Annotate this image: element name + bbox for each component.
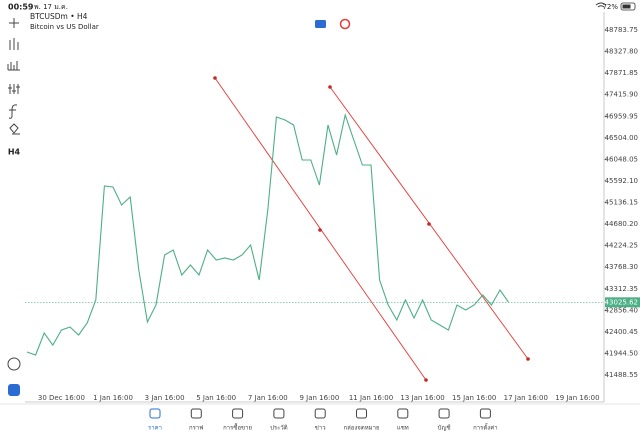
- y-tick-label: 47415.90: [605, 91, 638, 99]
- current-price-box: [605, 297, 640, 308]
- tab-icon: [438, 408, 450, 419]
- y-tick-label: 42856.40: [605, 306, 638, 314]
- tab[interactable]: ข่าว: [314, 408, 326, 432]
- chart-type-tool[interactable]: [9, 38, 19, 50]
- tab-icon: [273, 408, 285, 419]
- x-tick-label: 3 Jan 16:00: [145, 394, 185, 402]
- x-tick-label: 5 Jan 16:00: [196, 394, 236, 402]
- tab-icon: [479, 408, 491, 419]
- x-tick-label: 9 Jan 16:00: [299, 394, 339, 402]
- trend-point[interactable]: [328, 85, 332, 89]
- y-tick-label: 44224.25: [605, 242, 638, 250]
- current-price-label: 43025.62: [605, 298, 638, 306]
- y-tick-label: 42400.45: [605, 328, 638, 336]
- symbol-subtitle: Bitcoin vs US Dollar: [30, 23, 99, 31]
- y-tick-label: 45592.10: [605, 177, 638, 185]
- y-tick-label: 43312.35: [605, 285, 638, 293]
- y-tick-label: 44680.20: [605, 220, 638, 228]
- trend-point[interactable]: [213, 76, 217, 80]
- price-line: [26, 112, 510, 356]
- trend-point[interactable]: [318, 228, 322, 232]
- trend-point[interactable]: [427, 222, 431, 226]
- trend-point[interactable]: [424, 378, 428, 382]
- tab[interactable]: การซื้อขาย: [223, 408, 252, 432]
- wifi-icon: [595, 2, 607, 8]
- tab-label: บัญชี: [438, 424, 451, 432]
- x-tick-label: 30 Dec 16:00: [38, 394, 85, 402]
- y-tick-label: 43768.30: [605, 263, 638, 271]
- one-click-button[interactable]: [315, 20, 326, 28]
- indicators-tool[interactable]: [7, 61, 20, 71]
- battery-icon: [620, 2, 636, 11]
- tab-icon: [314, 408, 326, 419]
- tab[interactable]: กล่องจดหมาย: [343, 408, 380, 432]
- objects-tool[interactable]: [9, 123, 20, 135]
- tab-icon: [232, 408, 244, 419]
- x-tick-label: 13 Jan 16:00: [400, 394, 444, 402]
- x-tick-label: 7 Jan 16:00: [248, 394, 288, 402]
- tab-label: การตั้งค่า: [473, 422, 497, 432]
- y-tick-label: 41488.55: [605, 371, 638, 379]
- trend-lines: [213, 76, 530, 382]
- tab-label: กล่องจดหมาย: [343, 425, 379, 432]
- x-tick-label: 17 Jan 16:00: [504, 394, 548, 402]
- tab-icon: [149, 408, 161, 419]
- trend-point[interactable]: [526, 357, 530, 361]
- settings-tool[interactable]: [8, 84, 20, 94]
- y-tick-label: 46048.05: [605, 155, 638, 163]
- app-tool[interactable]: [8, 384, 20, 396]
- tab[interactable]: บัญชี: [438, 408, 451, 432]
- tab[interactable]: ประวัติ: [270, 408, 288, 432]
- status-time: 00:59: [8, 3, 34, 12]
- tab-label: ประวัติ: [270, 425, 288, 432]
- tab[interactable]: แชท: [397, 408, 409, 432]
- x-tick-label: 19 Jan 16:00: [555, 394, 599, 402]
- trade-button[interactable]: [339, 18, 351, 30]
- status-date: พ. 17 ม.ค.: [34, 3, 68, 11]
- function-tool[interactable]: [8, 104, 18, 119]
- tab-label: กราฟ: [189, 425, 203, 432]
- y-tick-label: 45136.15: [605, 199, 638, 207]
- x-tick-label: 15 Jan 16:00: [452, 394, 496, 402]
- y-tick-label: 41944.50: [605, 349, 638, 357]
- crosshair-tool[interactable]: [9, 18, 19, 28]
- y-tick-label: 46959.95: [605, 112, 638, 120]
- tab-icon: [397, 408, 409, 419]
- y-tick-label: 48783.75: [605, 26, 638, 34]
- tab-label: การซื้อขาย: [223, 422, 252, 432]
- market-tool[interactable]: [7, 357, 21, 371]
- symbol-title: BTCUSDm • H4: [30, 12, 88, 21]
- battery-fill: [622, 4, 631, 9]
- x-tick-label: 1 Jan 16:00: [93, 394, 133, 402]
- tab[interactable]: กราฟ: [189, 408, 204, 432]
- left-toolbar: [7, 18, 21, 396]
- y-tick-label: 46504.00: [605, 134, 638, 142]
- tab-icon: [190, 408, 202, 419]
- battery-level: 72%: [602, 3, 618, 11]
- x-tick-label: 11 Jan 16:00: [349, 394, 393, 402]
- y-tick-label: 48327.80: [605, 48, 638, 56]
- tab[interactable]: การตั้งค่า: [473, 408, 498, 432]
- y-tick-label: 47871.85: [605, 69, 638, 77]
- tab-icon: [356, 408, 367, 419]
- timeframe[interactable]: H4: [8, 148, 21, 157]
- tab[interactable]: ราคา: [148, 408, 162, 432]
- tab-label: แชท: [397, 425, 409, 432]
- tab-label: ราคา: [148, 425, 162, 432]
- tab-label: ข่าว: [315, 425, 326, 432]
